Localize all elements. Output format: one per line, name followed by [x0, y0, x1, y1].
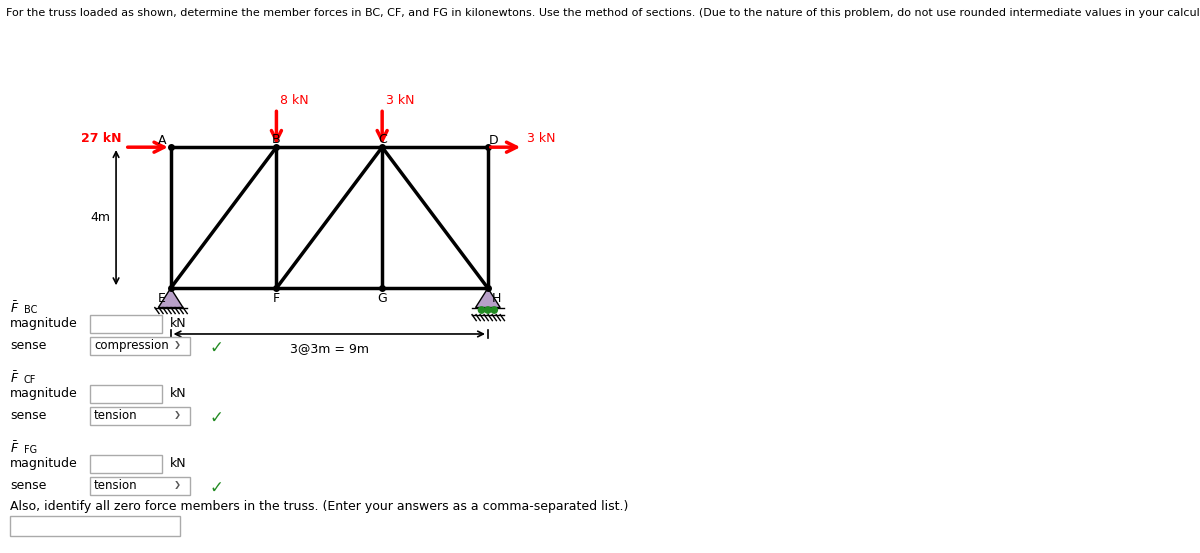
Text: $\bar{F}$: $\bar{F}$ — [10, 370, 19, 385]
Text: sense: sense — [10, 339, 47, 352]
Text: For the truss loaded as shown, determine the member forces in BC, CF, and FG in : For the truss loaded as shown, determine… — [6, 8, 1200, 18]
Text: ✓: ✓ — [210, 479, 224, 497]
Text: sense: sense — [10, 479, 47, 492]
Text: A: A — [157, 134, 166, 147]
Text: 3 kN: 3 kN — [527, 132, 556, 145]
Text: magnitude: magnitude — [10, 387, 78, 400]
Text: $\bar{F}$: $\bar{F}$ — [10, 440, 19, 456]
Text: G: G — [377, 292, 388, 305]
Polygon shape — [475, 288, 500, 307]
Text: kN: kN — [170, 387, 187, 400]
Text: $\bar{F}$: $\bar{F}$ — [10, 300, 19, 316]
Text: sense: sense — [10, 409, 47, 422]
Text: kN: kN — [170, 317, 187, 330]
Text: 8 kN: 8 kN — [280, 93, 308, 107]
Text: F: F — [272, 292, 280, 305]
Text: 4m: 4m — [91, 211, 110, 224]
Text: magnitude: magnitude — [10, 457, 78, 470]
Polygon shape — [158, 288, 184, 307]
Text: tension: tension — [94, 409, 138, 422]
Circle shape — [479, 307, 485, 313]
Text: magnitude: magnitude — [10, 317, 78, 330]
Circle shape — [491, 307, 498, 313]
Text: B: B — [272, 133, 281, 146]
Text: ❯: ❯ — [174, 480, 181, 489]
Circle shape — [485, 307, 491, 313]
Text: ✓: ✓ — [210, 409, 224, 427]
Text: C: C — [378, 133, 386, 146]
Text: H: H — [492, 292, 502, 305]
Text: ❯: ❯ — [174, 410, 181, 419]
Text: tension: tension — [94, 479, 138, 492]
Text: FG: FG — [24, 445, 37, 455]
Text: kN: kN — [170, 457, 187, 470]
Text: 3@3m = 9m: 3@3m = 9m — [289, 342, 368, 354]
Text: ✓: ✓ — [210, 339, 224, 357]
Text: CF: CF — [24, 375, 36, 385]
Text: BC: BC — [24, 305, 37, 315]
Text: 27 kN: 27 kN — [80, 132, 121, 145]
Text: Also, identify all zero force members in the truss. (Enter your answers as a com: Also, identify all zero force members in… — [10, 500, 629, 513]
Text: 3 kN: 3 kN — [385, 93, 414, 107]
Text: compression: compression — [94, 339, 169, 352]
Text: D: D — [488, 134, 498, 147]
Text: ❯: ❯ — [174, 340, 181, 349]
Text: E: E — [158, 292, 166, 305]
